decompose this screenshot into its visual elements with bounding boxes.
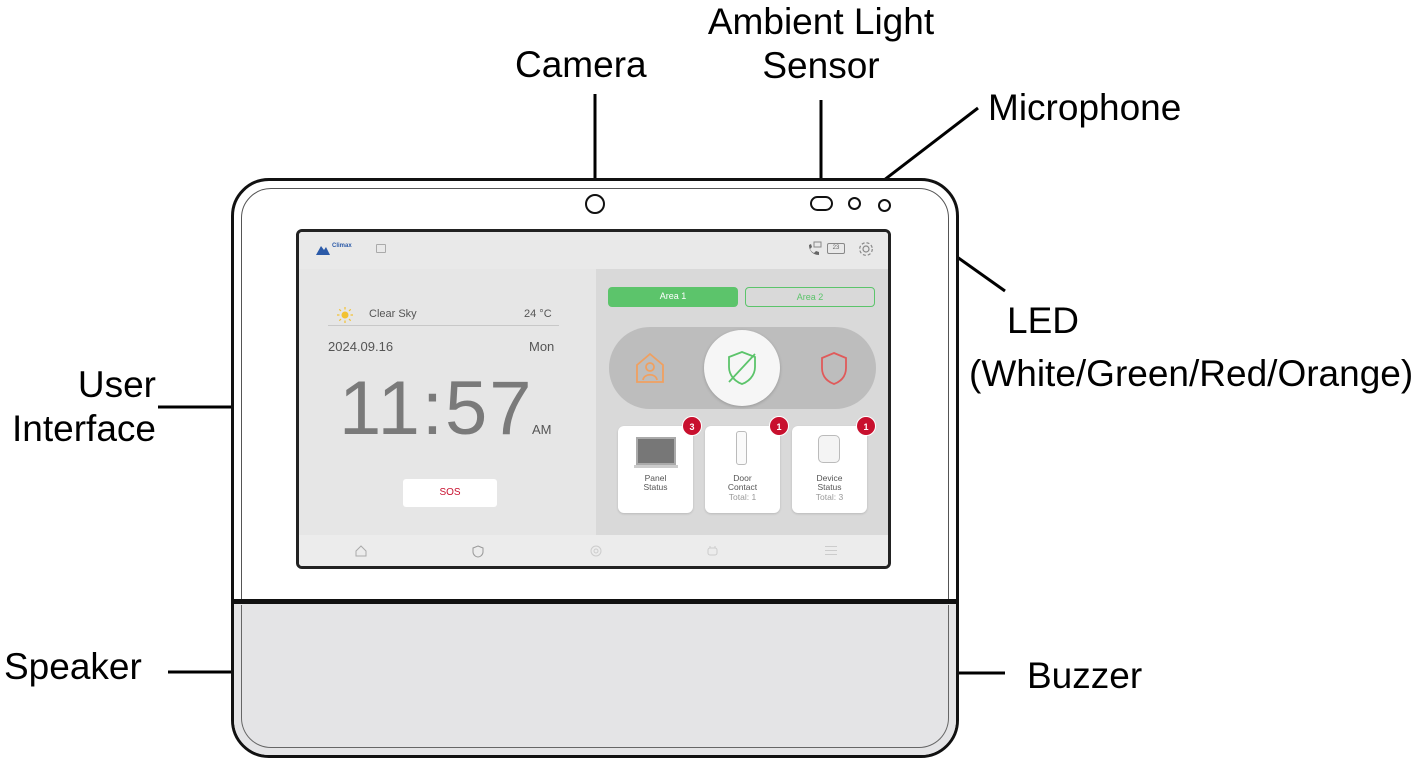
card-total-text: Total: 1 (728, 492, 757, 502)
buzzer-label: Buzzer (1027, 655, 1143, 696)
divider (328, 325, 559, 326)
date-text: 2024.09.16 (328, 339, 394, 354)
ambient-label-line2: Sensor (762, 45, 880, 86)
tab-area-1[interactable]: Area 1 (608, 287, 738, 307)
camera-lens (585, 194, 605, 214)
automation-nav-icon[interactable] (706, 545, 719, 557)
led-colors-label: (White/Green/Red/Orange) (969, 353, 1414, 394)
microphone-hole (848, 197, 861, 210)
panel-status-badge: 3 (682, 416, 702, 436)
home-arm-icon[interactable] (634, 351, 666, 385)
list-nav-icon[interactable] (825, 545, 837, 556)
card-label-line2: Status (817, 482, 842, 492)
camera-label: Camera (515, 44, 647, 85)
away-arm-shield-icon[interactable] (819, 351, 849, 385)
disarm-button[interactable] (704, 330, 780, 406)
card-label-line2: Status (643, 482, 668, 492)
time-text: 11:57 (339, 366, 534, 451)
ui-label-line1: User (77, 364, 156, 405)
camera-nav-icon[interactable] (590, 545, 602, 557)
logo-text: Climax (332, 243, 352, 249)
card-label-line1: Door (733, 473, 752, 483)
panel-status-card[interactable]: 3 Panel Status (618, 416, 702, 513)
bottom-navigation (299, 535, 888, 566)
weather-text: Clear Sky (369, 308, 417, 320)
speaker-grille-panel (234, 599, 956, 755)
temperature-text: 24 °C (524, 308, 552, 320)
door-contact-badge: 1 (769, 416, 789, 436)
home-nav-icon[interactable] (355, 545, 367, 557)
arm-mode-selector (609, 327, 876, 409)
motion-sensor-icon (818, 435, 840, 463)
led-label: LED (1007, 300, 1079, 341)
sos-button[interactable]: SOS (403, 479, 497, 507)
message-icon[interactable] (376, 244, 386, 253)
speaker-label: Speaker (4, 646, 142, 687)
user-interface-label: User Interface (0, 363, 156, 451)
ui-label-line2: Interface (12, 408, 156, 449)
microphone-label: Microphone (988, 87, 1182, 128)
gear-icon[interactable] (857, 240, 875, 258)
panel-device-icon (636, 437, 676, 465)
card-label-line1: Device (816, 473, 843, 483)
phone-call-icon[interactable] (806, 241, 822, 257)
weekday-text: Mon (529, 339, 555, 354)
shield-nav-icon[interactable] (472, 545, 484, 558)
door-contact-card[interactable]: 1 Door Contact Total: 1 (705, 416, 789, 513)
ambient-label-line1: Ambient Light (707, 1, 935, 42)
card-label-line1: Panel (644, 473, 667, 483)
security-panel: Area 1 Area 2 3 Panel St (596, 269, 888, 536)
disarmed-shield-icon (728, 351, 756, 385)
tab-area-2[interactable]: Area 2 (745, 287, 875, 307)
door-sensor-icon (736, 431, 747, 465)
card-total-text: Total: 3 (815, 492, 844, 502)
led-indicator (878, 199, 891, 212)
clock-weather-panel: Clear Sky 24 °C 2024.09.16 Mon 11:57 AM … (299, 269, 596, 536)
climax-logo-icon (316, 246, 330, 255)
card-label-line2: Contact (727, 482, 758, 492)
ampm-text: AM (532, 422, 552, 437)
device-status-badge: 1 (856, 416, 876, 436)
speaker-panel-edge (241, 605, 949, 748)
notification-count-badge[interactable]: 23 (827, 243, 845, 254)
touch-screen: Climax 23 Clear Sky 24 °C 2024.09.16 Mon (296, 229, 891, 569)
device-status-card[interactable]: 1 Device Status Total: 3 (792, 416, 876, 513)
ambient-light-sensor-label: Ambient Light Sensor (690, 0, 952, 88)
ambient-light-sensor (810, 196, 833, 211)
status-bar: Climax 23 (299, 232, 888, 269)
sun-icon (337, 307, 353, 323)
panel-device-base (634, 465, 678, 468)
